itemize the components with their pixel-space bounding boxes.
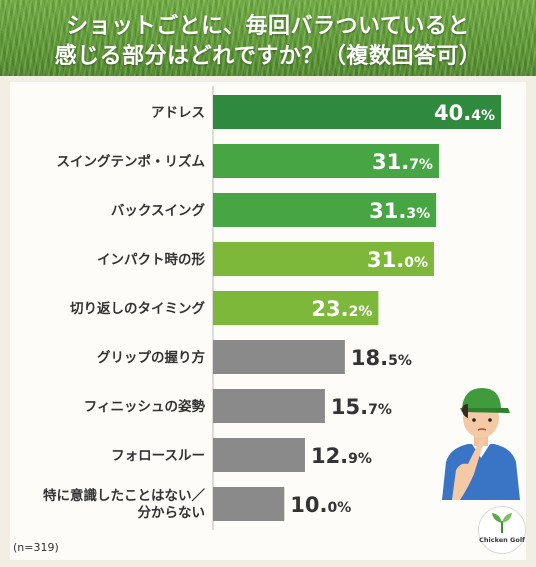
value-label: 15.7% xyxy=(331,395,392,419)
value-label: 18.5% xyxy=(351,346,412,370)
value-label: 12.9% xyxy=(311,444,372,468)
title-line-1: ショットごとに、毎回バラついていると xyxy=(66,14,470,39)
bar xyxy=(213,193,437,227)
value-label: 31.7% xyxy=(372,150,433,174)
sample-size-note: (n=319) xyxy=(13,541,59,554)
thinking-golfer-icon xyxy=(442,388,520,500)
category-label: 切り返しのタイミング xyxy=(70,300,205,317)
bar xyxy=(213,144,439,178)
chart-panel: アドレス 40.4% スイングテンポ・リズム 31.7% バックスイング 31.3% インパ… xyxy=(10,82,526,560)
category-label: 特に意識したことはない／分からない xyxy=(43,487,205,521)
value-label: 40.4% xyxy=(434,101,495,125)
value-label: 23.2% xyxy=(311,297,372,321)
category-label: フォロースルー xyxy=(111,448,205,464)
bar xyxy=(213,242,434,276)
bar xyxy=(213,389,325,423)
bar xyxy=(213,291,379,325)
value-label: 31.0% xyxy=(367,248,428,272)
bar xyxy=(213,438,305,472)
bar xyxy=(213,487,285,521)
category-label: バックスイング xyxy=(111,202,206,219)
value-label: 10.0% xyxy=(290,493,351,517)
title-banner: ショットごとに、毎回バラついていると 感じる部分はどれですか？（複数回答可） xyxy=(0,0,536,76)
value-label: 31.3% xyxy=(369,199,430,223)
title-line-2: 感じる部分はどれですか？（複数回答可） xyxy=(54,44,482,69)
category-label: スイングテンポ・リズム xyxy=(57,153,206,170)
bar xyxy=(213,340,345,374)
category-label: インパクト時の形 xyxy=(97,251,205,268)
bar-chart: アドレス 40.4% スイングテンポ・リズム 31.7% バックスイング 31.3% インパ… xyxy=(43,86,501,530)
leaf-logo-icon xyxy=(492,513,512,533)
category-label: アドレス xyxy=(151,105,205,121)
logo-text: Chicken Golf xyxy=(479,536,525,544)
bar xyxy=(213,95,501,129)
category-label: グリップの握り方 xyxy=(97,349,205,366)
chicken-golf-logo: Chicken Golf xyxy=(478,506,526,554)
category-label: フィニッシュの姿勢 xyxy=(84,398,206,415)
